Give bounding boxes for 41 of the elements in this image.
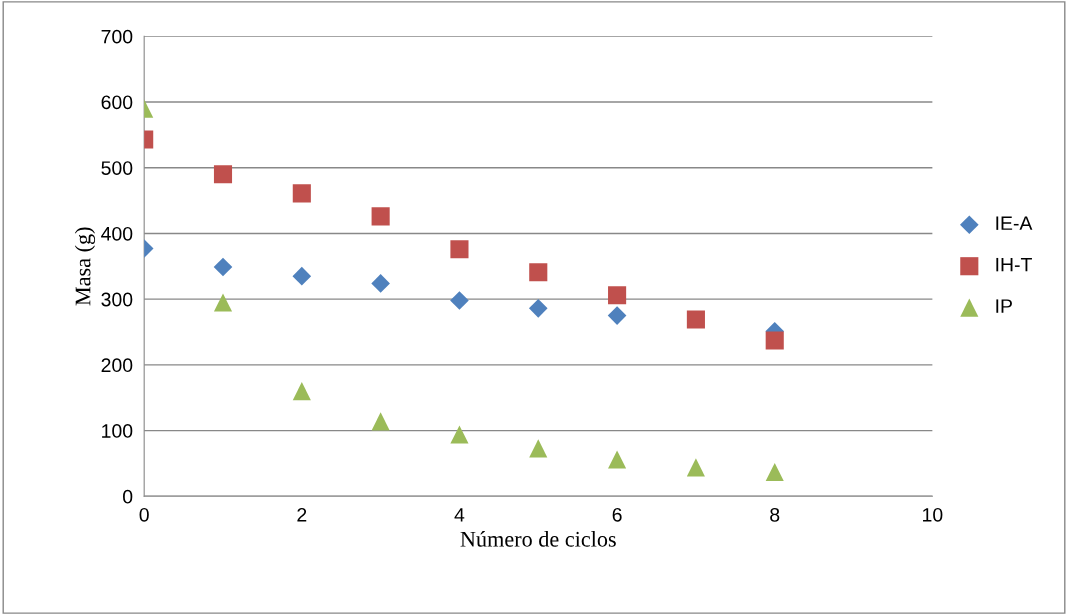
point [528,299,548,318]
point [450,425,469,444]
x-axis-title: Número de ciclos [460,531,616,547]
point [292,266,312,286]
point [686,458,705,477]
y-tick-label: 300 [101,292,133,307]
point [292,382,311,401]
y-tick-label: 0 [123,489,133,504]
legend-label: IH-T [996,257,1032,272]
y-tick-label: 600 [101,95,133,110]
y-tick-label: 100 [102,424,133,438]
legend-label: IP [996,299,1012,313]
point [450,291,469,310]
point [765,462,784,482]
point [371,207,390,226]
y-tick-label: 500 [101,161,133,175]
x-tick-label: 8 [770,507,780,522]
point [529,439,548,458]
legend-label: IE-A [996,216,1033,230]
point [608,286,627,305]
point [765,331,784,350]
point [450,240,469,259]
x-tick-label: 2 [297,507,307,522]
x-tick-label: 0 [139,507,149,522]
point [608,450,627,469]
point [371,412,390,431]
point [607,306,627,325]
point [529,263,548,282]
point [213,165,233,184]
point [213,293,233,312]
point [292,184,311,203]
point [213,257,233,277]
x-tick-label: 10 [923,507,943,522]
x-tick-label: 6 [612,507,622,522]
y-axis-title: Masa (g) [74,227,96,306]
y-tick-label: 700 [101,29,133,44]
point [371,274,390,293]
y-tick-label: 200 [101,358,133,373]
y-tick-label: 400 [101,226,133,241]
x-tick-label: 4 [454,508,465,522]
point [686,310,705,329]
